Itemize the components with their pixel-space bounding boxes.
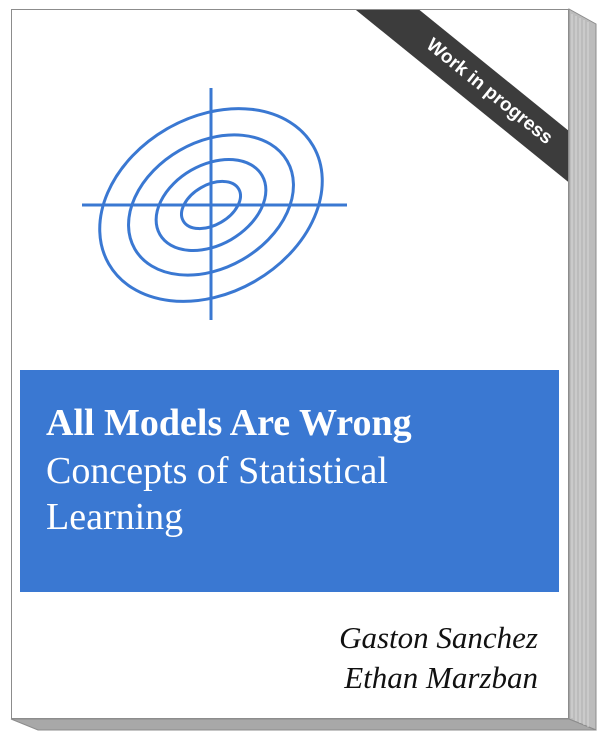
book-title: All Models Are Wrong <box>46 402 412 444</box>
author-name: Gaston Sanchez <box>339 620 538 655</box>
book-subtitle: Concepts of Statistical Learning <box>46 450 388 538</box>
author-name: Ethan Marzban <box>344 660 538 695</box>
work-in-progress-banner: Work in progress <box>336 10 568 221</box>
book-cover: Work in progress All Models Are Wrong Co… <box>11 9 569 719</box>
authors: Gaston Sanchez Ethan Marzban <box>339 618 538 698</box>
title-block: All Models Are Wrong Concepts of Statist… <box>20 370 559 592</box>
ellipses-crosshair-icon <box>82 88 347 320</box>
